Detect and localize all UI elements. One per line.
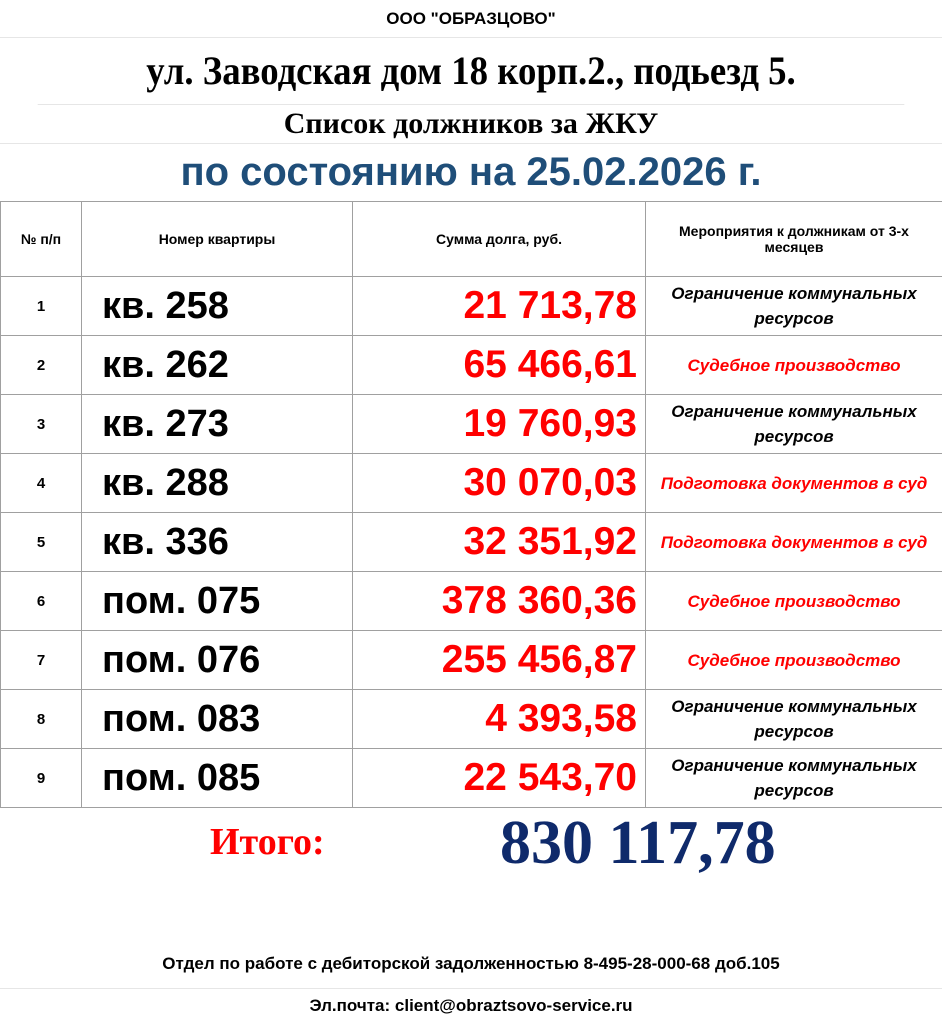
debt-amount: 32 351,92 (352, 512, 646, 572)
debtor-action: Ограничение коммунальных ресурсов (645, 748, 942, 808)
debt-amount: 22 543,70 (352, 748, 646, 808)
table-row: 8 пом. 083 4 393,58 Ограничение коммунальны… (0, 689, 942, 749)
apartment-number: кв. 288 (81, 453, 353, 513)
apartment-number: кв. 336 (81, 512, 353, 572)
debt-amount: 255 456,87 (352, 630, 646, 690)
row-number: 9 (0, 748, 82, 808)
column-header-number: № п/п (0, 201, 82, 277)
row-number: 4 (0, 453, 82, 513)
debtor-action: Ограничение коммунальных ресурсов (645, 276, 942, 336)
organization-name: ООО "ОБРАЗЦОВО" (0, 0, 942, 38)
date-line: по состоянию на 25.02.2026 г. (0, 143, 942, 202)
debt-amount: 4 393,58 (352, 689, 646, 749)
row-number: 1 (0, 276, 82, 336)
apartment-number: пом. 083 (81, 689, 353, 749)
debt-amount: 30 070,03 (352, 453, 646, 513)
column-header-debt: Сумма долга, руб. (352, 201, 646, 277)
total-value: 830 117,78 (500, 809, 776, 877)
apartment-number: пом. 076 (81, 630, 353, 690)
row-number: 6 (0, 571, 82, 631)
email-contact: Эл.почта: client@obraztsovo-service.ru (309, 996, 633, 1015)
column-header-apartment: Номер квартиры (81, 201, 353, 277)
row-number: 8 (0, 689, 82, 749)
apartment-number: кв. 258 (81, 276, 353, 336)
row-number: 2 (0, 335, 82, 395)
table-row: 9 пом. 085 22 543,70 Ограничение коммунальн… (0, 748, 942, 808)
debt-amount: 378 360,36 (352, 571, 646, 631)
table-row: 5 кв. 336 32 351,92 Подготовка документов в… (0, 512, 942, 572)
debt-amount: 65 466,61 (352, 335, 646, 395)
table-row: 4 кв. 288 30 070,03 Подготовка документов в… (0, 453, 942, 513)
debt-amount: 21 713,78 (352, 276, 646, 336)
row-number: 5 (0, 512, 82, 572)
address-heading: ул. Заводская дом 18 корп.2., подьезд 5. (37, 37, 905, 105)
table-header-row: № п/п Номер квартиры Сумма долга, руб. М… (0, 201, 942, 277)
table-row: 7 пом. 076 255 456,87 Судебное производство (0, 630, 942, 690)
debtor-action: Ограничение коммунальных ресурсов (645, 394, 942, 454)
debtor-action: Подготовка документов в суд (645, 453, 942, 513)
debtor-action: Подготовка документов в суд (645, 512, 942, 572)
row-number: 7 (0, 630, 82, 690)
debtor-action: Судебное производство (645, 571, 942, 631)
table-row: 1 кв. 258 21 713,78 Ограничение коммунальны… (0, 276, 942, 336)
debtor-action: Судебное производство (645, 335, 942, 395)
debtors-table: № п/п Номер квартиры Сумма долга, руб. М… (0, 201, 942, 808)
document-title: Список должников за ЖКУ (0, 104, 942, 144)
apartment-number: пом. 075 (81, 571, 353, 631)
apartment-number: кв. 262 (81, 335, 353, 395)
column-header-actions: Мероприятия к должникам от 3-х месяцев (645, 201, 942, 277)
debt-amount: 19 760,93 (352, 394, 646, 454)
row-number: 3 (0, 394, 82, 454)
apartment-number: кв. 273 (81, 394, 353, 454)
total-label: Итого: (210, 821, 325, 863)
apartment-number: пом. 085 (81, 748, 353, 808)
table-row: 3 кв. 273 19 760,93 Ограничение коммунальны… (0, 394, 942, 454)
department-contact: Отдел по работе с дебиторской задолженно… (0, 940, 942, 989)
debtor-action: Ограничение коммунальных ресурсов (645, 689, 942, 749)
table-row: 2 кв. 262 65 466,61 Судебное производство (0, 335, 942, 395)
table-row: 6 пом. 075 378 360,36 Судебное производство (0, 571, 942, 631)
debtor-action: Судебное производство (645, 630, 942, 690)
